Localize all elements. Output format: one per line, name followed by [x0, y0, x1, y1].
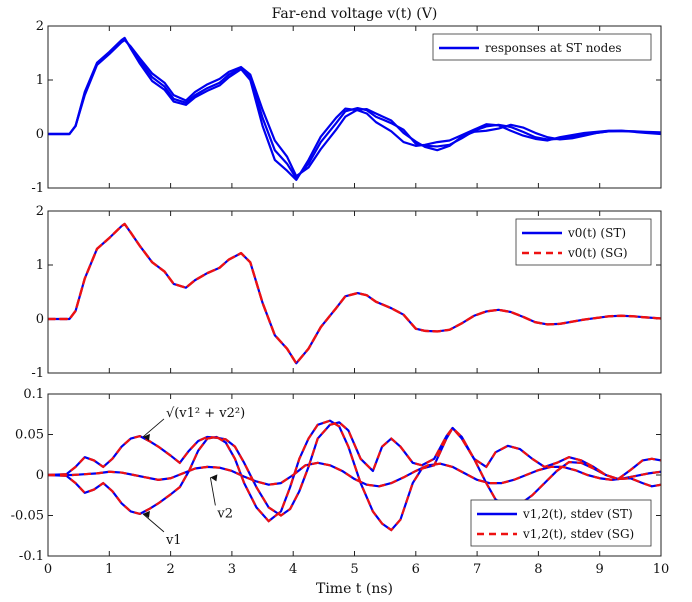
- x-tick-label: 1: [105, 562, 113, 577]
- series-group: [48, 222, 661, 365]
- y-tick-label: 0.05: [15, 428, 44, 443]
- panel-2: -1 0 1 2 v0(t) (ST) v0(t) (SG): [31, 204, 662, 381]
- chart-title: Far-end voltage v(t) (V): [272, 6, 438, 22]
- series-line-sg-0: [48, 421, 661, 517]
- legend: v1,2(t), stdev (ST) v1,2(t), stdev (SG): [470, 499, 652, 547]
- annotation-arrow: [142, 513, 165, 533]
- annotation-arrowhead: [210, 474, 218, 482]
- x-tick-label: 0: [44, 562, 52, 577]
- x-tick-label: 4: [289, 562, 297, 577]
- x-tick-label: 8: [534, 562, 542, 577]
- annotation-arrowhead: [142, 510, 150, 518]
- y-tick-label: 1: [36, 73, 44, 88]
- annotation-arrow: [142, 418, 165, 438]
- annotation-label: √(v1² + v2²): [166, 406, 245, 421]
- x-axis-label: Time t (ns): [316, 581, 393, 597]
- legend-box: [515, 218, 652, 266]
- annotations: √(v1² + v2²) v2 v1: [142, 406, 245, 548]
- legend-box: [470, 499, 652, 547]
- x-tick-label: 3: [228, 562, 236, 577]
- annotation-label: v1: [165, 533, 182, 548]
- axes-frame: [47, 210, 662, 374]
- annotation-arrowhead: [142, 433, 150, 441]
- axes-frame: [47, 393, 662, 557]
- series-line-v0-t-sg-: [48, 222, 661, 365]
- series-line-1: [48, 38, 661, 178]
- legend-label: v0(t) (SG): [567, 246, 628, 260]
- series-group: [48, 36, 661, 181]
- series-line-2: [48, 36, 661, 181]
- y-tick-label: -1: [31, 366, 44, 381]
- x-tick-label: 7: [473, 562, 481, 577]
- y-tick-label: 0: [36, 468, 44, 483]
- x-tick-label: 10: [653, 562, 670, 577]
- series-line-sg-2: [48, 461, 661, 488]
- series-line-sg-1: [48, 419, 661, 532]
- x-tick-label: 5: [350, 562, 358, 577]
- axes-frame: [47, 25, 662, 189]
- series-group: [48, 419, 661, 532]
- legend-label: v1,2(t), stdev (SG): [522, 527, 634, 541]
- y-tick-label: 1: [36, 258, 44, 273]
- y-tick-label: -0.1: [19, 549, 44, 564]
- legend-label: responses at ST nodes: [485, 41, 622, 55]
- x-tick-label: 2: [166, 562, 174, 577]
- x-tick-label: 9: [596, 562, 604, 577]
- panel-1: Far-end voltage v(t) (V) -1 0 1 2 responses a…: [31, 6, 662, 196]
- legend-label: v0(t) (ST): [567, 226, 626, 240]
- y-tick-label: 0.1: [23, 387, 44, 402]
- y-tick-label: 0: [36, 127, 44, 142]
- y-tick-label: -0.05: [11, 509, 44, 524]
- annotation-label: v2: [216, 506, 233, 521]
- x-tick-label: 6: [412, 562, 420, 577]
- annotation-arrow: [209, 477, 216, 506]
- y-tick-label: -1: [31, 181, 44, 196]
- panel-3: -0.1 -0.05 0 0.05 0.1 0 1 2 3 4 5 6 7 8 9 10 Time t (ns)…: [11, 387, 670, 597]
- y-tick-label: 0: [36, 312, 44, 327]
- legend: v0(t) (ST) v0(t) (SG): [515, 218, 652, 266]
- legend: responses at ST nodes: [432, 33, 652, 61]
- y-tick-label: 2: [36, 204, 44, 219]
- y-tick-label: 2: [36, 19, 44, 34]
- legend-label: v1,2(t), stdev (ST): [522, 507, 633, 521]
